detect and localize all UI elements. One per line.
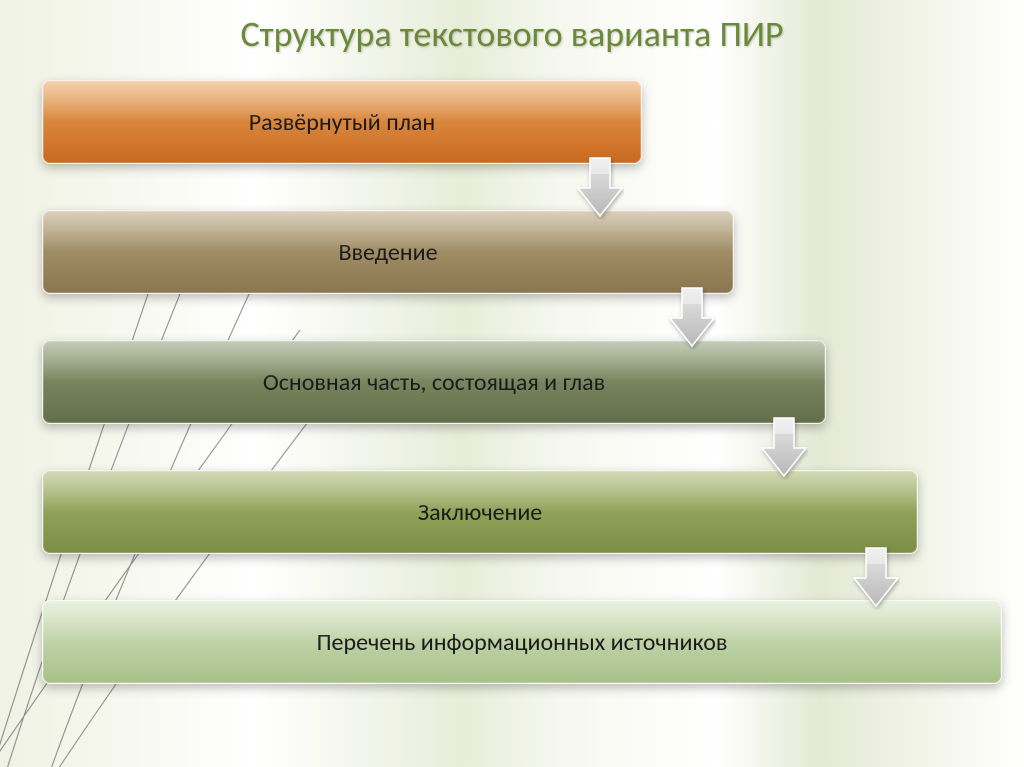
process-step-2: Введение bbox=[42, 210, 734, 294]
slide-title: Структура текстового варианта ПИР bbox=[0, 12, 1024, 56]
process-step-label: Введение bbox=[338, 238, 437, 267]
process-step-5: Перечень информационных источников bbox=[42, 600, 1002, 684]
process-step-label: Перечень информационных источников bbox=[317, 628, 728, 657]
process-step-label: Заключение bbox=[418, 498, 543, 527]
process-step-1: Развёрнутый план bbox=[42, 80, 642, 164]
process-step-label: Основная часть, состоящая и глав bbox=[263, 368, 605, 397]
process-step-4: Заключение bbox=[42, 470, 918, 554]
slide: Структура текстового варианта ПИР Развёр… bbox=[0, 0, 1024, 767]
process-step-3: Основная часть, состоящая и глав bbox=[42, 340, 826, 424]
process-step-label: Развёрнутый план bbox=[249, 108, 436, 137]
